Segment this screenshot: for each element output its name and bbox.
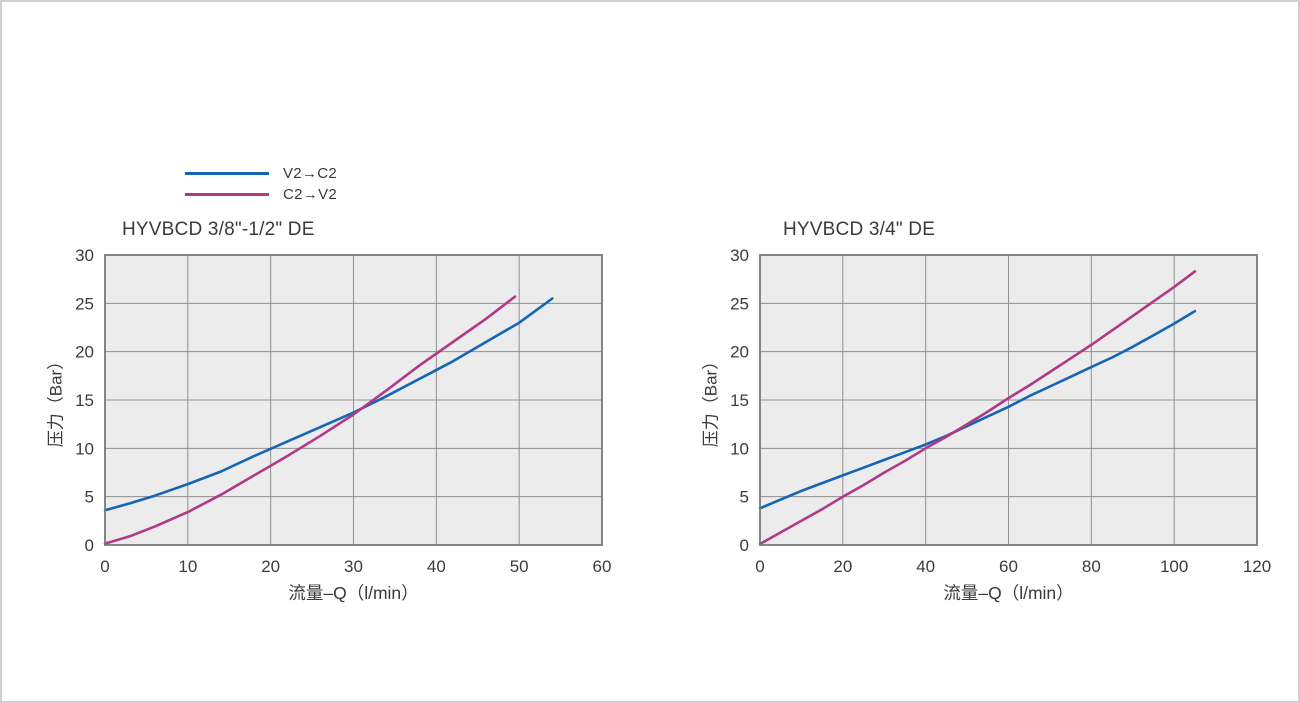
svg-text:30: 30 bbox=[730, 246, 749, 265]
chart-title-left: HYVBCD 3/8"-1/2" DE bbox=[122, 219, 315, 240]
svg-text:25: 25 bbox=[730, 294, 749, 313]
chart-title-right: HYVBCD 3/4" DE bbox=[783, 219, 936, 240]
svg-text:40: 40 bbox=[427, 557, 446, 576]
svg-text:50: 50 bbox=[510, 557, 529, 576]
svg-text:40: 40 bbox=[916, 557, 935, 576]
plot-left: 0 10 20 30 40 50 60 0 5 10 15 20 25 30 bbox=[75, 246, 612, 576]
svg-text:20: 20 bbox=[75, 343, 94, 362]
svg-text:30: 30 bbox=[344, 557, 363, 576]
svg-text:10: 10 bbox=[178, 557, 197, 576]
svg-text:15: 15 bbox=[75, 391, 94, 410]
x-axis-label-left: 流量–Q（l/min） bbox=[288, 583, 419, 603]
svg-text:5: 5 bbox=[740, 488, 749, 507]
svg-text:100: 100 bbox=[1160, 557, 1188, 576]
x-axis-label-right: 流量–Q（l/min） bbox=[943, 583, 1074, 603]
svg-text:60: 60 bbox=[999, 557, 1018, 576]
svg-text:30: 30 bbox=[75, 246, 94, 265]
svg-text:0: 0 bbox=[100, 557, 109, 576]
legend: V2→C2 C2→V2 bbox=[185, 163, 337, 205]
plot-right: 0 20 40 60 80 100 120 0 5 10 15 20 25 30 bbox=[730, 246, 1271, 576]
svg-text:0: 0 bbox=[755, 557, 764, 576]
legend-label-v2-c2: V2→C2 bbox=[283, 165, 338, 182]
svg-text:0: 0 bbox=[740, 536, 749, 555]
legend-line-magenta-icon bbox=[185, 193, 269, 196]
svg-text:15: 15 bbox=[730, 391, 749, 410]
svg-text:60: 60 bbox=[593, 557, 612, 576]
svg-text:25: 25 bbox=[75, 294, 94, 313]
svg-text:20: 20 bbox=[261, 557, 280, 576]
legend-item-c2-v2: C2→V2 bbox=[185, 184, 337, 205]
svg-text:20: 20 bbox=[833, 557, 852, 576]
legend-label-c2-v2: C2→V2 bbox=[283, 186, 338, 203]
legend-line-blue-icon bbox=[185, 172, 269, 175]
svg-text:80: 80 bbox=[1082, 557, 1101, 576]
svg-text:10: 10 bbox=[75, 439, 94, 458]
svg-text:0: 0 bbox=[85, 536, 94, 555]
svg-text:20: 20 bbox=[730, 343, 749, 362]
svg-text:120: 120 bbox=[1243, 557, 1271, 576]
legend-item-v2-c2: V2→C2 bbox=[185, 163, 337, 184]
svg-text:10: 10 bbox=[730, 439, 749, 458]
svg-text:5: 5 bbox=[85, 488, 94, 507]
